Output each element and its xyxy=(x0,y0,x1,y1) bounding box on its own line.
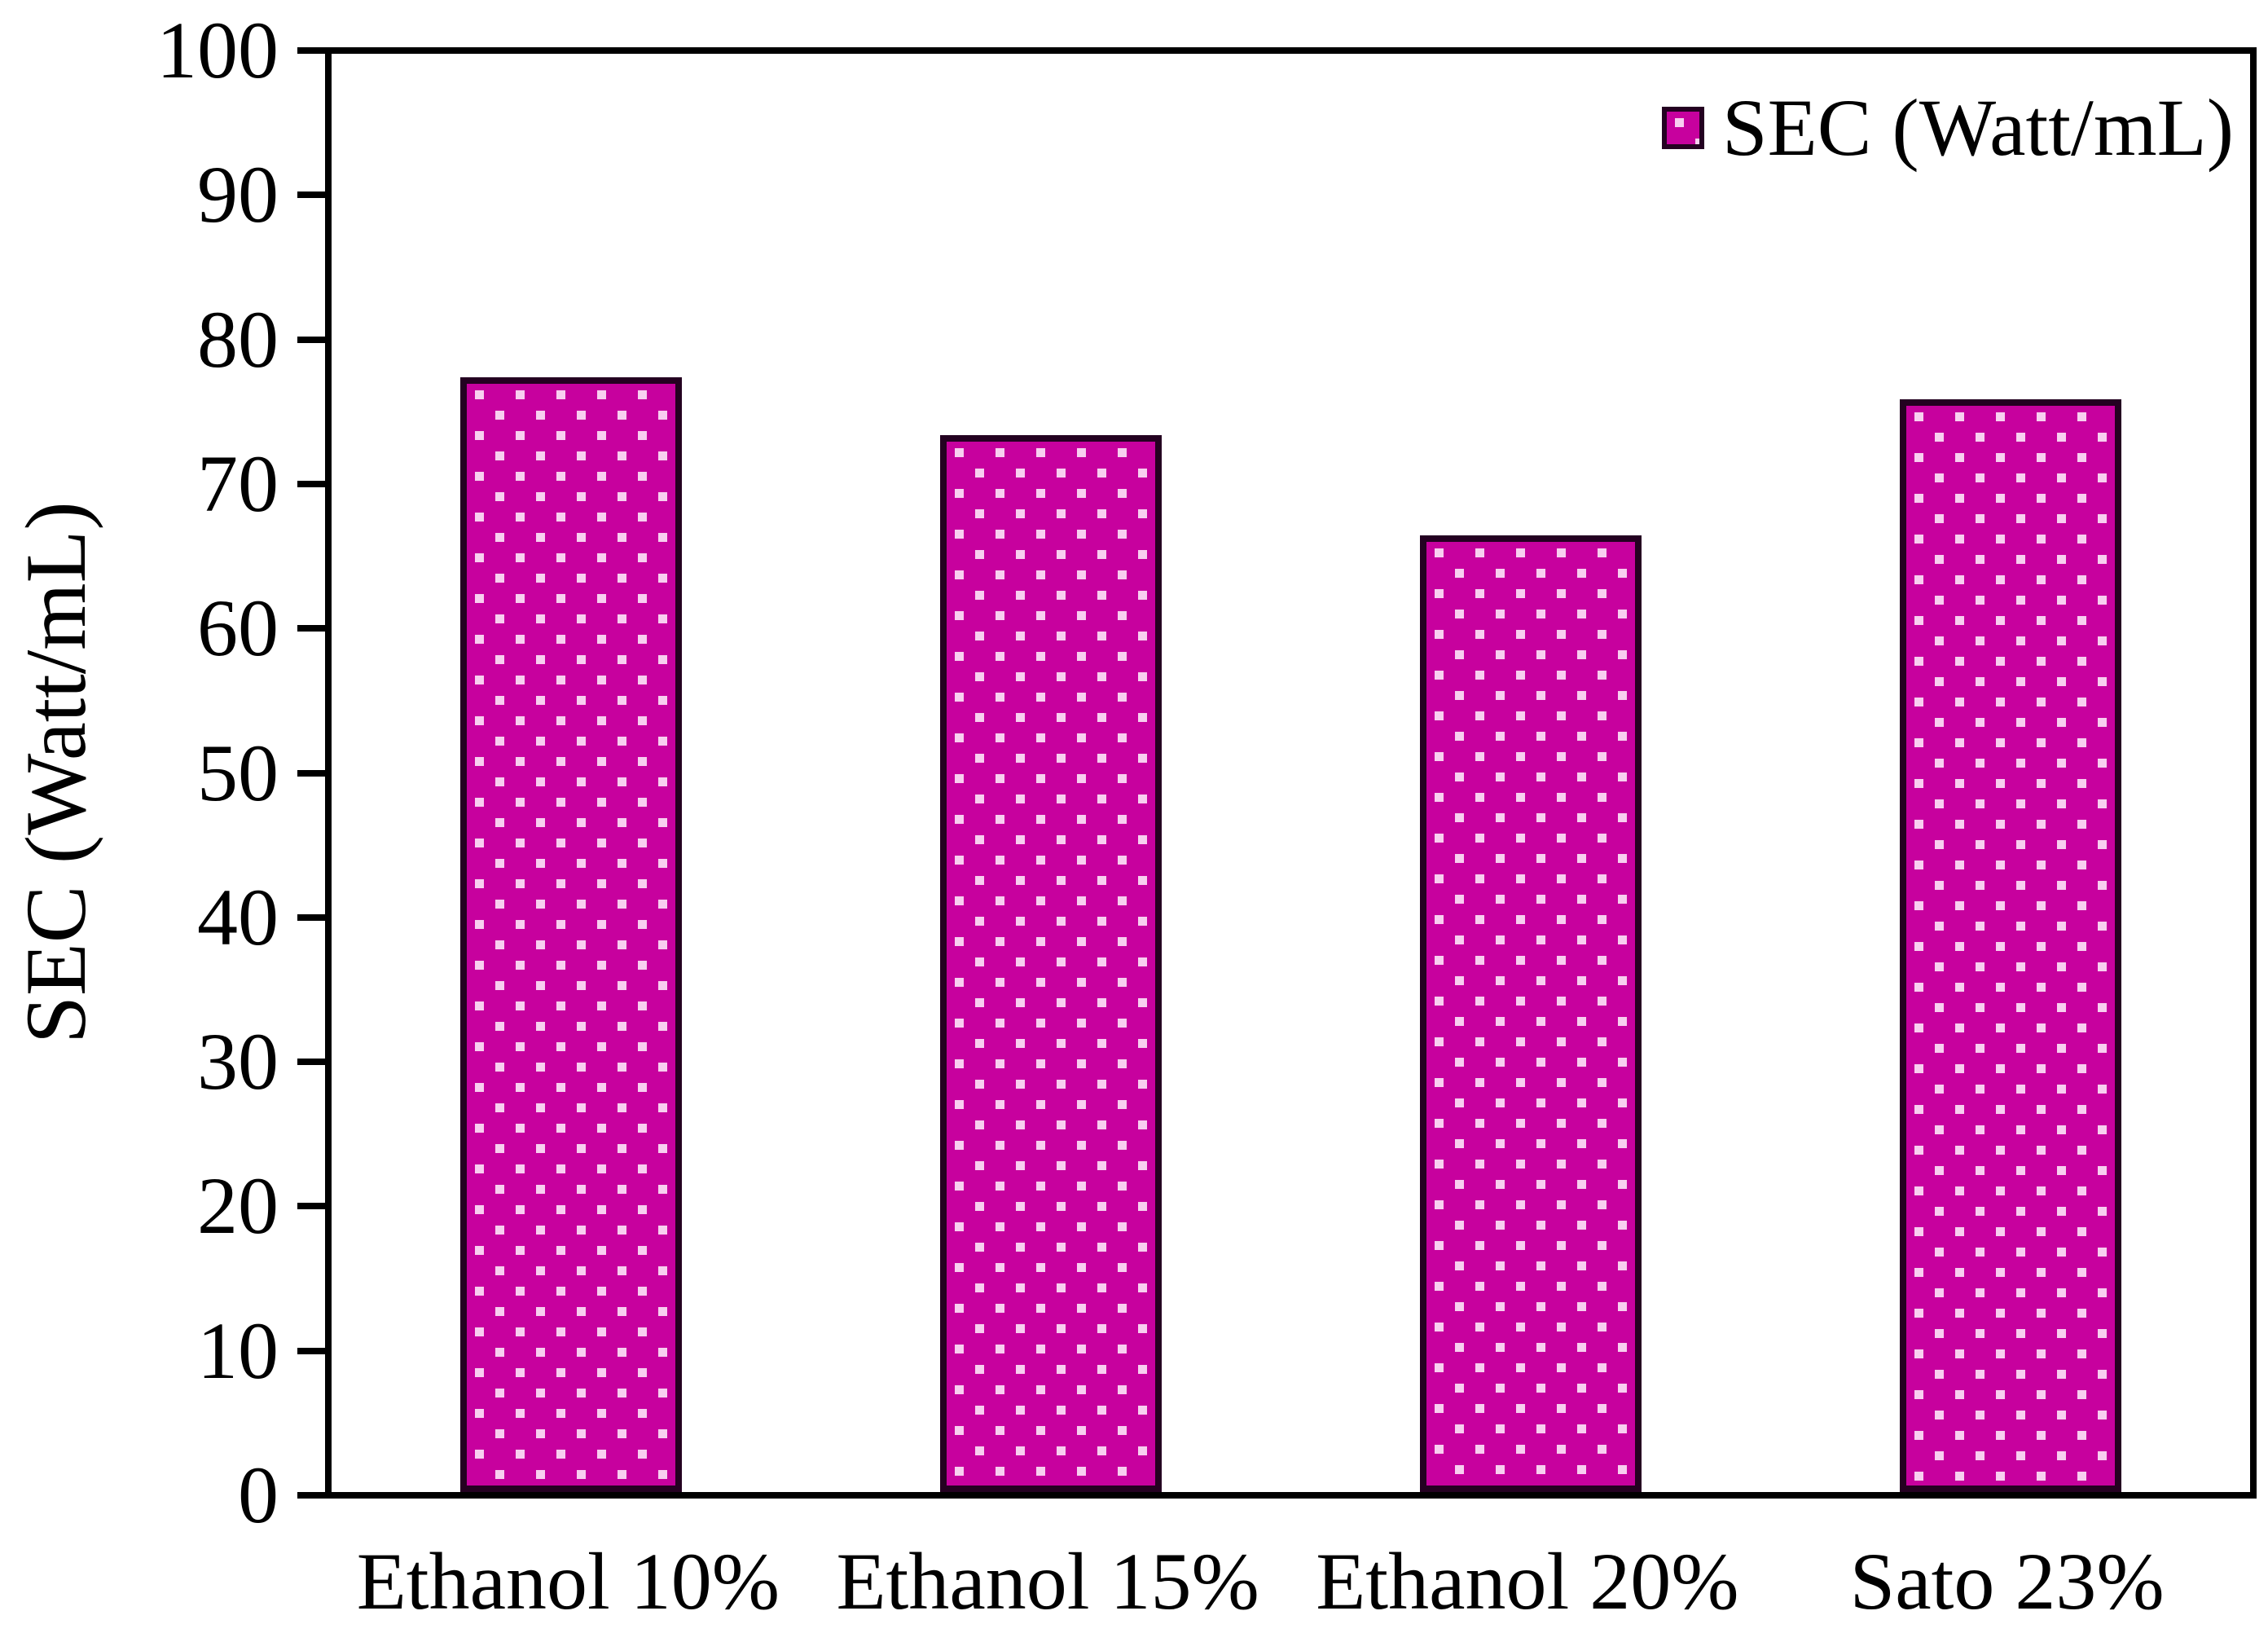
x-category-label: Ethanol 15% xyxy=(836,1536,1259,1626)
y-tick-label: 100 xyxy=(156,5,279,95)
x-category-label: Sato 23% xyxy=(1849,1536,2165,1626)
bar-ethanol-15 xyxy=(940,435,1163,1492)
y-tick-mark xyxy=(297,769,325,777)
y-tick-label: 50 xyxy=(197,727,279,818)
y-tick-mark xyxy=(297,480,325,487)
bars-region xyxy=(332,54,2250,1492)
y-tick-label: 20 xyxy=(197,1160,279,1252)
y-tick-mark xyxy=(297,191,325,199)
bar-sato-23 xyxy=(1899,399,2121,1492)
y-tick-label: 90 xyxy=(197,149,279,240)
bar-ethanol-20 xyxy=(1419,535,1642,1492)
y-tick-label: 70 xyxy=(197,438,279,529)
y-tick-mark xyxy=(297,1203,325,1210)
y-tick-label: 60 xyxy=(197,583,279,674)
y-tick-mark xyxy=(297,1059,325,1066)
y-tick-mark xyxy=(297,913,325,921)
y-tick-mark xyxy=(297,1347,325,1354)
y-tick-label: 40 xyxy=(197,871,279,962)
legend-label: SEC (Watt/mL) xyxy=(1722,82,2234,173)
legend-swatch-icon xyxy=(1662,107,1705,149)
x-category-label: Ethanol 20% xyxy=(1316,1536,1739,1626)
y-tick-mark xyxy=(297,1492,325,1499)
legend: SEC (Watt/mL) xyxy=(1662,83,2234,173)
y-tick-mark xyxy=(297,625,325,632)
bar-ethanol-10 xyxy=(460,377,683,1492)
x-category-label: Ethanol 10% xyxy=(356,1536,780,1626)
y-tick-mark xyxy=(297,47,325,54)
y-tick-label: 0 xyxy=(238,1450,279,1540)
y-tick-label: 80 xyxy=(197,293,279,385)
y-tick-label: 10 xyxy=(197,1305,279,1396)
y-tick-label: 30 xyxy=(197,1016,279,1107)
y-tick-mark xyxy=(297,336,325,343)
